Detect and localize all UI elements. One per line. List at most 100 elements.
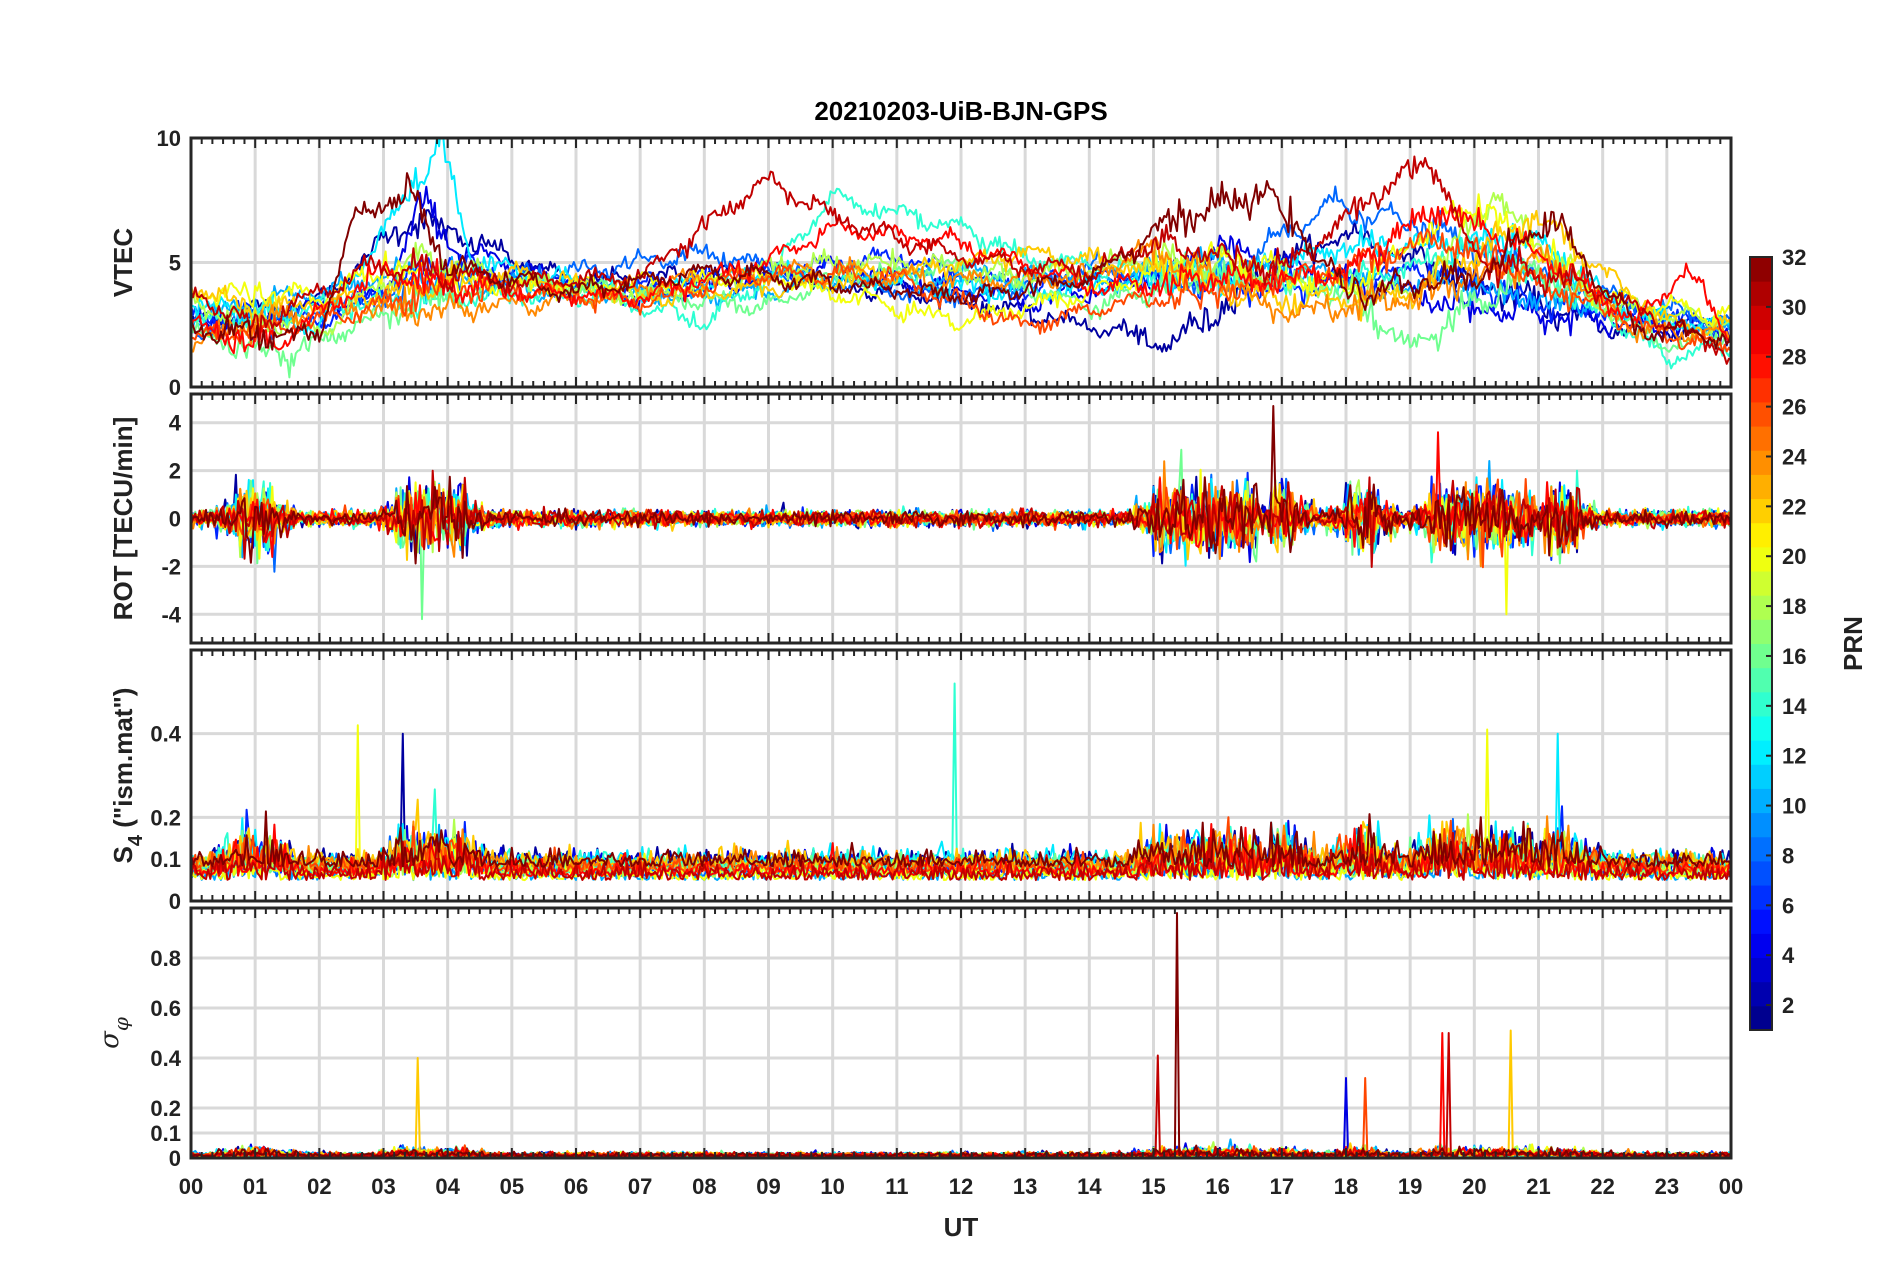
vtec-panel: 0 5 10 VTEC (108, 126, 1733, 400)
vtec-series-prn-12 (191, 138, 1731, 336)
colorbar-tick-label: 12 (1782, 744, 1806, 769)
vtec-series-prn-24 (191, 236, 1731, 353)
s4-y-label-sub: 4 (125, 834, 147, 846)
colorbar-tick-label: 22 (1782, 494, 1806, 519)
colorbar-segment (1750, 691, 1772, 717)
colorbar-segment (1750, 281, 1772, 306)
s4-series-prn-30 (191, 830, 1731, 882)
x-tick-label: 12 (949, 1174, 973, 1199)
colorbar-segment (1750, 305, 1772, 330)
colorbar-segment (1750, 595, 1772, 620)
colorbar-segment (1750, 426, 1772, 451)
x-tick-label: 00 (1719, 1174, 1743, 1199)
x-tick-label: 03 (371, 1174, 395, 1199)
colorbar-tick-label: 18 (1782, 594, 1806, 619)
colorbar-label: PRN (1838, 616, 1868, 671)
colorbar-segment (1750, 957, 1772, 983)
vtec-series-prn-30 (191, 155, 1731, 365)
vtec-ytick-label: 5 (169, 251, 181, 276)
x-tick-label: 11 (885, 1174, 908, 1199)
x-tick-label: 18 (1334, 1174, 1358, 1199)
x-tick-label: 13 (1013, 1174, 1037, 1199)
colorbar-segment (1750, 401, 1772, 427)
colorbar-tick-label: 24 (1782, 444, 1807, 469)
colorbar-segment (1750, 981, 1772, 1007)
colorbar-segment (1750, 522, 1772, 548)
chart-title: 20210203-UiB-BJN-GPS (814, 96, 1107, 126)
x-tick-label: 01 (243, 1174, 267, 1199)
colorbar-tick-label: 28 (1782, 345, 1806, 370)
colorbar-segment (1750, 836, 1772, 862)
s4-ytick-label: 0.4 (150, 722, 181, 747)
rot-series-prn-32 (191, 405, 1731, 565)
colorbar-segment (1750, 740, 1772, 765)
x-tick-label: 16 (1205, 1174, 1229, 1199)
x-tick-label: 15 (1141, 1174, 1165, 1199)
colorbar-segment (1750, 353, 1772, 379)
sigma_phi-y-axis-label: σφ (95, 1017, 133, 1049)
sigma-phi-panel: 00.10.2 0.4 0.6 0.8 σφ (95, 906, 1733, 1171)
colorbar-segment (1750, 450, 1772, 475)
sigma_phi-y-label-sub: φ (109, 1017, 133, 1031)
sigma_phi-ytick-label: 0.1 (150, 1121, 181, 1146)
colorbar-segment (1750, 909, 1772, 934)
vtec-ytick-label: 0 (169, 375, 181, 400)
colorbar-segment (1750, 498, 1772, 524)
x-tick-label: 08 (692, 1174, 716, 1199)
colorbar-segment (1750, 788, 1772, 814)
colorbar-segment (1750, 474, 1772, 500)
x-tick-label: 07 (628, 1174, 652, 1199)
vtec-series-prn-4 (191, 185, 1731, 344)
s4-panel: 00.10.20.4S4 ("ism.mat") (108, 648, 1733, 914)
x-tick-label: 02 (307, 1174, 331, 1199)
sigma_phi-y-label-main: σ (95, 1030, 125, 1049)
rot-ytick-label: -4 (161, 602, 181, 627)
colorbar-tick-label: 8 (1782, 843, 1794, 868)
vtec-series-prn-32 (191, 172, 1731, 351)
vtec-series-prn-26 (191, 228, 1731, 354)
colorbar-tick-label: 26 (1782, 395, 1806, 420)
colorbar-segment (1750, 860, 1772, 886)
x-tick-label: 19 (1398, 1174, 1422, 1199)
x-tick-labels: 00 01 02 03 04 05 06 07 08 09 10 11 12 13 14 15 16 17 18 19… (179, 1174, 1743, 1199)
rot-panel: -4 -2 0 2 4 ROT [TECU/min] (108, 392, 1733, 645)
x-tick-label: 21 (1526, 1174, 1550, 1199)
colorbar-segment (1750, 933, 1772, 959)
colorbar-tick-label: 14 (1782, 694, 1807, 719)
sigma_phi-ytick-label: 0 (169, 1146, 181, 1171)
rot-y-axis-label: ROT [TECU/min] (108, 417, 138, 621)
x-tick-label: 00 (179, 1174, 203, 1199)
colorbar-segment (1750, 812, 1772, 838)
rot-ytick-label: 0 (169, 507, 181, 532)
s4-ytick-label: 0 (169, 889, 181, 914)
colorbar-segment (1750, 667, 1772, 693)
colorbar-tick-label: 32 (1782, 245, 1806, 270)
colorbar-tick-label: 30 (1782, 295, 1806, 320)
colorbar-segment (1750, 885, 1772, 910)
vtec-y-axis-label: VTEC (108, 228, 138, 298)
colorbar-tick-label: 10 (1782, 794, 1806, 819)
colorbar-segment (1750, 257, 1772, 282)
sigma_phi-ytick-label: 0.6 (150, 996, 181, 1021)
colorbar-segment (1750, 715, 1772, 741)
colorbar-segment (1750, 546, 1772, 572)
colorbar-segment (1750, 643, 1772, 669)
colorbar-tick-label: 2 (1782, 993, 1794, 1018)
x-tick-label: 17 (1270, 1174, 1294, 1199)
colorbar-tick-label: 4 (1782, 943, 1795, 968)
s4-series-prn-32 (191, 810, 1731, 868)
x-tick-label: 09 (756, 1174, 780, 1199)
colorbar-segment (1750, 329, 1772, 355)
colorbar-tick-label: 16 (1782, 644, 1806, 669)
s4-y-label-main: S (108, 846, 138, 863)
colorbar-segment (1750, 1005, 1772, 1031)
colorbar-segment (1750, 377, 1772, 403)
colorbar-segment (1750, 619, 1772, 644)
colorbar-segment (1750, 764, 1772, 789)
x-axis-label: UT (944, 1212, 979, 1242)
sigma_phi-ytick-label: 0.4 (150, 1046, 181, 1071)
x-tick-label: 10 (820, 1174, 844, 1199)
x-tick-label: 14 (1077, 1174, 1102, 1199)
